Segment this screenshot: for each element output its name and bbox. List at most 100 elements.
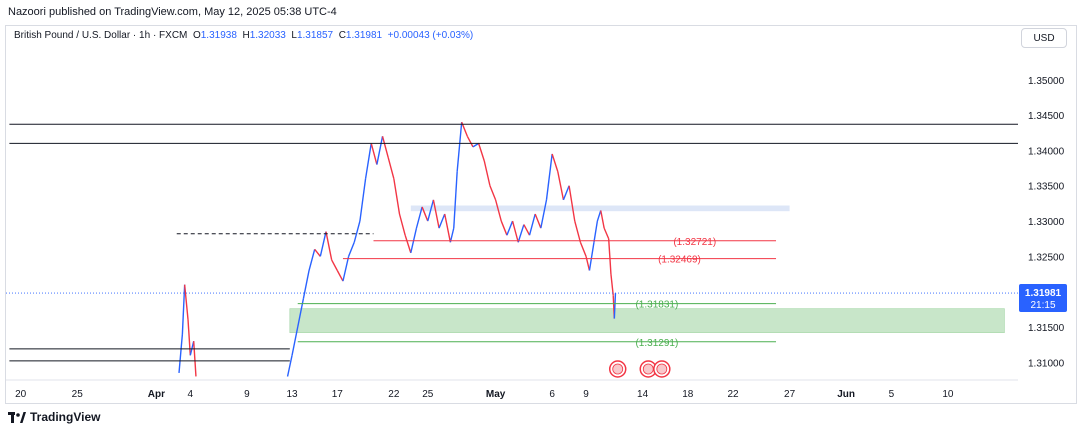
price-segment	[181, 284, 186, 335]
x-tick-label: 4	[188, 389, 194, 400]
support-zone[interactable]	[289, 308, 1005, 333]
x-tick-label: 6	[549, 389, 555, 400]
x-tick-label: 22	[727, 389, 739, 400]
price-segment	[325, 231, 333, 261]
level-label: (1.32721)	[673, 237, 716, 248]
price-segment	[568, 185, 576, 222]
price-segment	[449, 227, 455, 243]
price-segment	[319, 231, 327, 257]
price-segment	[187, 319, 192, 356]
price-segment	[444, 213, 452, 243]
price-segment	[528, 213, 536, 236]
price-segment	[477, 143, 485, 162]
price-segment	[342, 256, 350, 282]
x-tick-label: May	[486, 389, 506, 400]
price-segment	[593, 220, 599, 243]
close-value: 1.31981	[345, 30, 383, 41]
y-tick-label: 1.32500	[1028, 252, 1065, 263]
price-segment	[600, 210, 605, 229]
x-tick-label: 25	[422, 389, 434, 400]
y-tick-label: 1.31500	[1028, 323, 1065, 334]
currency-button[interactable]: USD	[1021, 28, 1067, 48]
x-tick-label: 5	[889, 389, 895, 400]
level-label: (1.31831)	[635, 300, 678, 311]
flag-icon	[656, 363, 668, 375]
x-tick-label: 13	[287, 389, 299, 400]
price-segment	[421, 206, 429, 222]
price-segment	[472, 142, 480, 148]
price-segment	[364, 143, 372, 179]
price-segment	[376, 136, 384, 165]
price-segment	[613, 293, 617, 319]
price-segment	[398, 213, 406, 236]
price-segment	[483, 160, 491, 186]
low-label: L	[291, 30, 297, 41]
price-segment	[415, 206, 423, 229]
price-segment	[456, 122, 463, 172]
x-tick-label: Apr	[148, 389, 165, 400]
x-tick-label: 14	[637, 389, 649, 400]
price-segment	[314, 248, 321, 257]
change-value: +0.00043 (+0.03%)	[387, 30, 474, 41]
close-label: C	[338, 30, 346, 41]
resistance-zone[interactable]	[410, 205, 790, 212]
x-tick-label: 10	[942, 389, 954, 400]
price-segment	[427, 199, 435, 222]
y-tick-label: 1.35000	[1028, 76, 1065, 87]
footer-brand: TradingView	[8, 410, 100, 424]
flag-icon	[612, 363, 624, 375]
x-tick-label: 22	[388, 389, 400, 400]
price-segment	[562, 185, 570, 201]
price-segment	[336, 270, 344, 282]
publisher-line: Nazoori published on TradingView.com, Ma…	[8, 6, 337, 18]
x-tick-label: 20	[15, 389, 27, 400]
price-segment	[302, 270, 310, 299]
price-segment	[596, 210, 602, 222]
price-segment	[353, 220, 361, 243]
price-segment	[387, 157, 395, 179]
price-segment	[545, 153, 553, 200]
x-tick-label: 17	[332, 389, 344, 400]
open-value: 1.31938	[200, 30, 237, 41]
price-segment	[404, 234, 412, 254]
price-segment	[506, 220, 514, 236]
high-label: H	[242, 30, 250, 41]
price-segment	[534, 213, 542, 229]
y-tick-label: 1.31000	[1028, 358, 1065, 369]
price-segment	[494, 199, 502, 222]
price-segment	[517, 224, 525, 243]
price-segment	[523, 224, 531, 236]
y-tick-label: 1.33000	[1028, 217, 1065, 228]
price-segment	[500, 220, 508, 236]
low-value: 1.31857	[296, 30, 334, 41]
price-segment	[607, 238, 612, 275]
price-segment	[588, 242, 595, 271]
brand-name: TradingView	[30, 410, 101, 424]
tradingview-logo-icon	[8, 411, 26, 423]
y-tick-label: 1.34000	[1028, 146, 1065, 157]
chart-pane[interactable]	[5, 25, 1077, 404]
x-tick-label: 25	[72, 389, 84, 400]
price-segment	[286, 355, 293, 377]
x-tick-label: 27	[784, 389, 796, 400]
price-segment	[331, 259, 338, 271]
price-segment	[574, 220, 582, 243]
price-segment	[393, 178, 401, 215]
x-tick-label: 9	[583, 389, 589, 400]
price-segment	[347, 241, 355, 257]
flag-icon	[642, 363, 654, 375]
symbol-legend: British Pound / U.S. Dollar · 1h · FXCM …	[14, 30, 473, 41]
high-value: 1.32033	[249, 30, 286, 41]
price-segment	[189, 340, 195, 356]
price-segment	[453, 171, 458, 229]
level-label: (1.32469)	[658, 255, 701, 266]
level-label: (1.31291)	[635, 338, 678, 349]
price-segment	[370, 143, 378, 165]
x-tick-label: Jun	[837, 389, 855, 400]
current-price-tag	[1019, 284, 1067, 313]
x-tick-label: 18	[682, 389, 694, 400]
y-tick-label: 1.33500	[1028, 182, 1065, 193]
price-segment	[438, 213, 446, 229]
price-segment	[308, 249, 316, 271]
